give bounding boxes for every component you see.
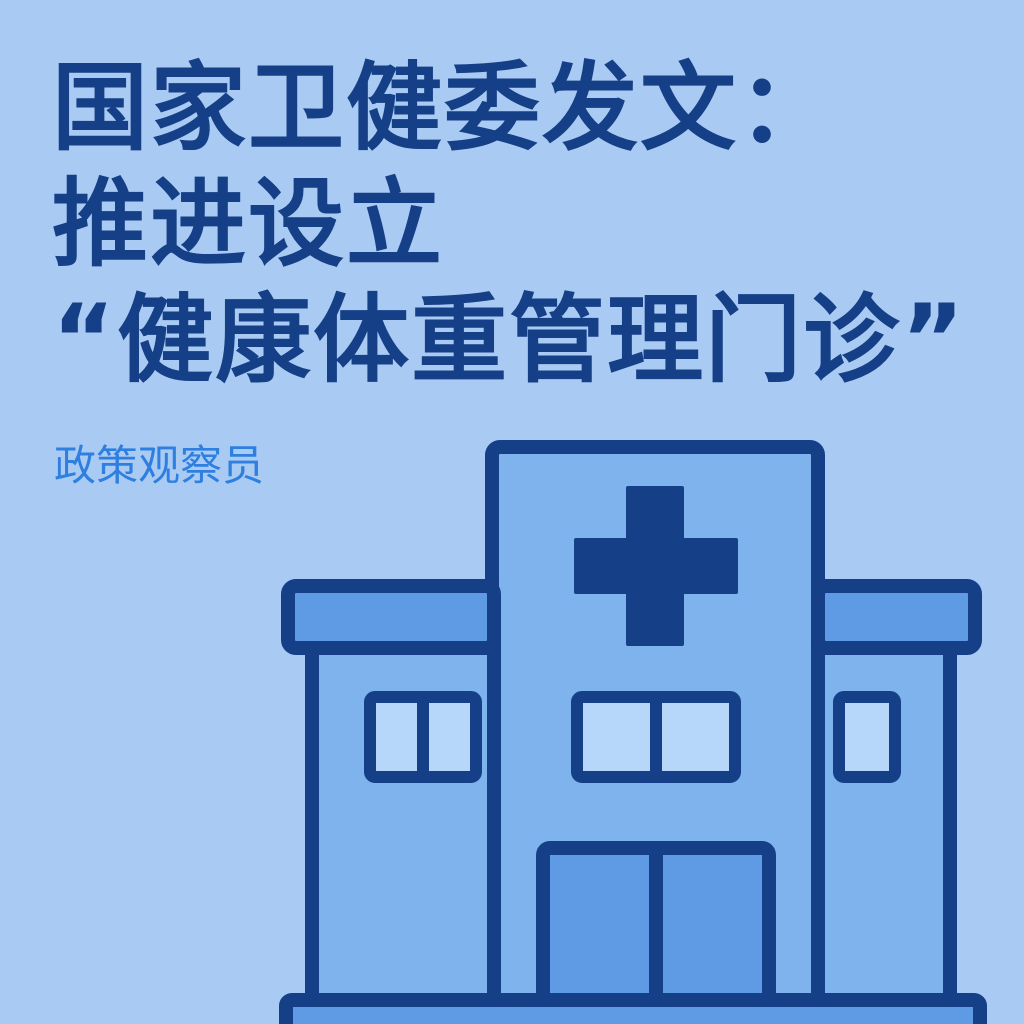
subtitle: 政策观察员 — [54, 441, 265, 490]
headline-line-3: “健康体重管理门诊” — [52, 284, 967, 396]
headline-line-1: 国家卫健委发文： — [52, 52, 836, 164]
headline: 国家卫健委发文： 推进设立 “健康体重管理门诊” — [52, 50, 966, 398]
hospital-ground — [279, 993, 987, 1024]
medical-cross-icon — [574, 486, 738, 646]
headline-line-2: 推进设立 — [52, 168, 444, 280]
hospital-right-roof — [811, 579, 982, 655]
hospital-left-roof — [281, 579, 501, 655]
right-window — [833, 691, 901, 783]
